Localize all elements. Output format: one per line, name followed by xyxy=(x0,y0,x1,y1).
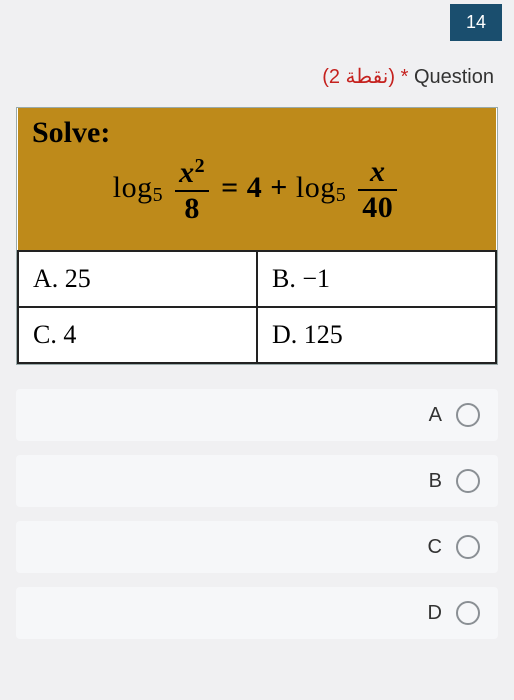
choice-label: A xyxy=(429,404,442,427)
solve-cell: Solve: log5 x2 8 = 4 + log5 x 40 xyxy=(18,108,496,251)
choices-list: A B C D xyxy=(16,389,498,639)
equation: log5 x2 8 = 4 + log5 x 40 xyxy=(32,154,482,240)
question-label: Question xyxy=(414,66,494,88)
radio-icon[interactable] xyxy=(456,403,480,427)
header: 14 xyxy=(12,0,502,44)
question-image: Solve: log5 x2 8 = 4 + log5 x 40 xyxy=(16,107,498,365)
required-star: * xyxy=(395,66,414,88)
choice-b[interactable]: B xyxy=(16,455,498,507)
choice-label: B xyxy=(429,470,442,493)
answer-row: C. 4 D. 125 xyxy=(18,307,496,363)
radio-icon[interactable] xyxy=(456,535,480,559)
answer-a: A. 25 xyxy=(18,251,257,307)
choice-a[interactable]: A xyxy=(16,389,498,441)
radio-icon[interactable] xyxy=(456,601,480,625)
question-meta: (نقطة 2) * Question xyxy=(12,64,494,89)
choice-d[interactable]: D xyxy=(16,587,498,639)
solve-title: Solve: xyxy=(32,116,482,150)
choice-label: D xyxy=(428,602,442,625)
choice-label: C xyxy=(428,536,442,559)
radio-icon[interactable] xyxy=(456,469,480,493)
points-label: (نقطة 2) xyxy=(322,66,395,88)
answer-c: C. 4 xyxy=(18,307,257,363)
answer-row: A. 25 B. −1 xyxy=(18,251,496,307)
question-number-badge: 14 xyxy=(450,4,502,41)
choice-c[interactable]: C xyxy=(16,521,498,573)
question-table: Solve: log5 x2 8 = 4 + log5 x 40 xyxy=(17,108,497,364)
answer-b: B. −1 xyxy=(257,251,496,307)
answer-d: D. 125 xyxy=(257,307,496,363)
